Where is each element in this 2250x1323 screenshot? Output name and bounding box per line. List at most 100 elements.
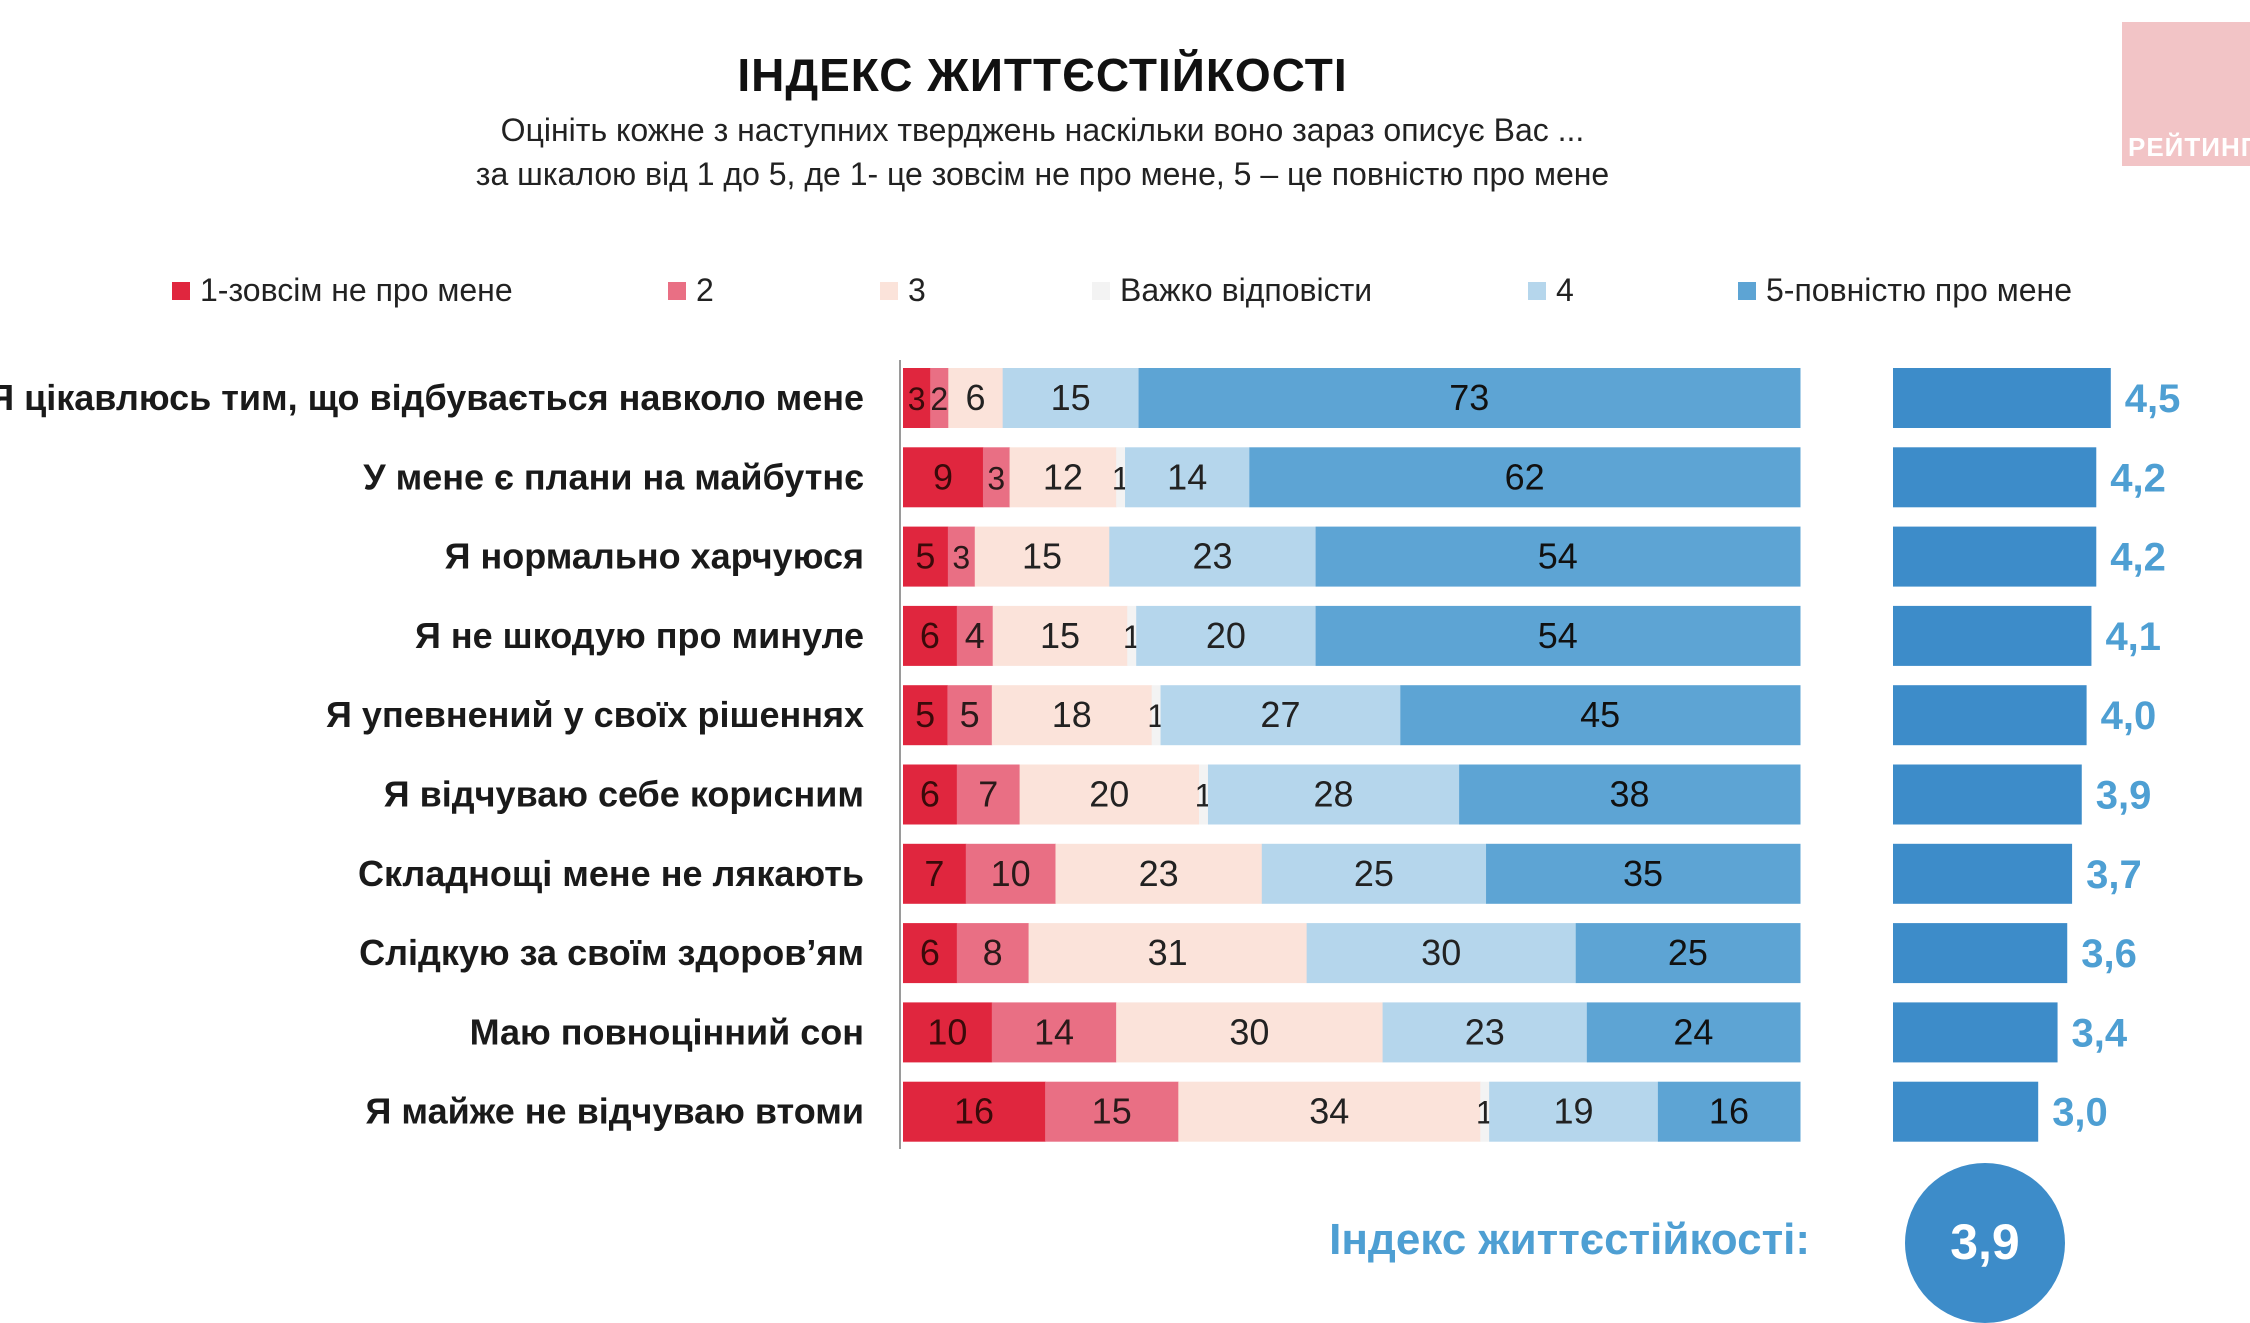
legend-item: 1-зовсім не про мене (172, 272, 513, 309)
bar-segment (1249, 447, 1801, 508)
bar-segment (1575, 923, 1801, 984)
bar-segment (1045, 1081, 1179, 1142)
bar-data-label: 30 (1421, 932, 1461, 973)
bar-data-label: 35 (1623, 853, 1663, 894)
bar-segment (1207, 764, 1460, 825)
bar-segment (903, 685, 948, 746)
bar-data-label: 15 (1040, 615, 1080, 656)
bar-segment (1480, 1081, 1490, 1142)
average-label: 4,0 (2101, 694, 2157, 738)
brand-logo: РЕЙТИНГ (2122, 22, 2250, 166)
bar-data-label: 10 (991, 853, 1031, 894)
bar-segment (1009, 447, 1117, 508)
bar-data-label: 15 (1092, 1091, 1132, 1132)
legend-item: 2 (668, 272, 714, 309)
legend-swatch (172, 281, 190, 300)
bar-data-label: 14 (1034, 1011, 1074, 1052)
average-bar (1893, 764, 2082, 825)
legend-label: 5-повністю про мене (1766, 272, 2072, 308)
average-label: 4,1 (2105, 615, 2161, 659)
bar-segment (991, 685, 1153, 746)
bar-data-label: 3 (952, 540, 970, 576)
bar-segment (1657, 1081, 1801, 1142)
average-label: 3,0 (2052, 1091, 2108, 1135)
bar-segment (1138, 368, 1801, 428)
bar-data-label: 54 (1538, 536, 1578, 577)
bar-segment (1160, 685, 1401, 746)
chart-title: ІНДЕКС ЖИТТЄСТІЙКОСТІ (737, 49, 1348, 101)
bar-data-label: 28 (1314, 774, 1354, 815)
bar-data-label: 38 (1610, 774, 1650, 815)
bar-data-label: 16 (1709, 1091, 1749, 1132)
bar-data-label: 25 (1354, 853, 1394, 894)
bar-segment (1151, 685, 1162, 746)
category-label: Я майже не відчуваю втоми (366, 1091, 864, 1132)
bar-segment (903, 368, 931, 428)
average-bar (1893, 526, 2097, 587)
legend-item: Важко відповісти (1092, 272, 1372, 309)
bar-data-label: 73 (1449, 377, 1489, 418)
bar-segment (1116, 447, 1126, 508)
index-label: Індекс життєстійкості: (1329, 1215, 1810, 1264)
category-label: Я не шкодую про минуле (415, 615, 864, 656)
category-label: Я цікавлюсь тим, що відбувається навколо… (0, 377, 864, 418)
bar-segment (974, 526, 1110, 587)
bar-data-label: 20 (1089, 774, 1129, 815)
bar-segment (1178, 1081, 1481, 1142)
bar-data-label: 14 (1167, 456, 1207, 497)
bar-segment (903, 1002, 993, 1063)
bar-segment (903, 605, 958, 666)
bar-segment (1400, 685, 1801, 746)
bar-data-label: 34 (1309, 1091, 1349, 1132)
legend-swatch (668, 281, 686, 300)
average-label: 3,6 (2081, 932, 2137, 976)
bar-segment (1109, 526, 1317, 587)
bar-data-label: 54 (1538, 615, 1578, 656)
bar-data-label: 6 (920, 774, 940, 815)
bar-data-label: 3 (987, 460, 1005, 496)
bar-data-label: 16 (954, 1091, 994, 1132)
bar-data-label: 6 (920, 932, 940, 973)
legend-item: 5-повністю про мене (1738, 272, 2072, 309)
category-label: Маю повноцінний сон (470, 1011, 864, 1052)
average-label: 4,2 (2110, 456, 2166, 500)
bar-segment (1306, 923, 1577, 984)
average-label: 3,9 (2096, 774, 2152, 818)
bar-segment (1261, 843, 1487, 904)
bar-data-label: 5 (960, 694, 980, 735)
average-bar (1893, 368, 2111, 428)
bar-segment (1459, 764, 1801, 825)
bar-data-label: 62 (1505, 456, 1545, 497)
legend-item: 4 (1528, 272, 1574, 309)
index-value: 3,9 (1950, 1214, 2020, 1270)
category-label: Я упевнений у своїх рішеннях (326, 694, 864, 735)
category-label: Слідкую за своїм здоров’ям (359, 932, 864, 973)
bar-data-label: 1 (1195, 778, 1213, 814)
bar-segment (1125, 447, 1250, 508)
bar-data-label: 4 (965, 615, 985, 656)
bar-segment (956, 764, 1021, 825)
bar-segment (956, 923, 1030, 984)
bar-segment (1136, 605, 1317, 666)
bar-segment (1028, 923, 1308, 984)
bar-data-label: 25 (1668, 932, 1708, 973)
average-bar (1893, 685, 2087, 746)
bar-data-label: 7 (924, 853, 944, 894)
bar-segment (903, 1081, 1046, 1142)
legend-label: Важко відповісти (1120, 272, 1373, 308)
bar-data-label: 30 (1229, 1011, 1269, 1052)
legend-swatch (1528, 281, 1546, 300)
bar-segment (903, 843, 967, 904)
legend-item: 3 (880, 272, 926, 309)
bar-segment (1586, 1002, 1801, 1063)
bar-segment (1315, 526, 1801, 587)
bar-data-label: 23 (1192, 536, 1232, 577)
bar-data-label: 6 (920, 615, 940, 656)
bar-segment (1486, 843, 1801, 904)
bar-data-label: 27 (1260, 694, 1300, 735)
legend-label: 1-зовсім не про мене (200, 272, 513, 308)
brand-logo-text: РЕЙТИНГ (2128, 132, 2250, 162)
bar-segment (1382, 1002, 1588, 1063)
bar-data-label: 5 (915, 694, 935, 735)
